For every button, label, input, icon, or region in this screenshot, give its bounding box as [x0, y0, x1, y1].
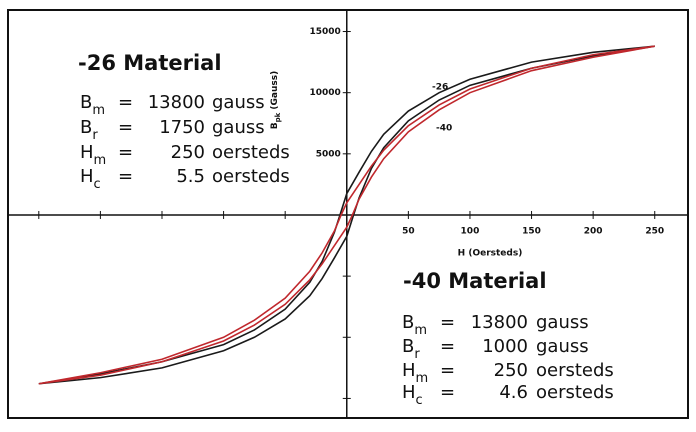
material-title: -26 Material: [78, 51, 222, 75]
symbol-subscript: m: [414, 323, 427, 338]
equals: =: [440, 312, 455, 333]
property-value: 1750: [159, 117, 205, 138]
property-unit: gauss: [536, 312, 589, 333]
property-unit: oersteds: [212, 166, 290, 187]
symbol: B: [402, 336, 414, 357]
property-value: 13800: [471, 312, 528, 333]
property-symbol: Br: [80, 117, 98, 143]
y-axis-label-part: (Gauss): [270, 71, 280, 113]
y-axis-label-part: pk: [274, 112, 282, 122]
property-unit: oersteds: [536, 382, 614, 403]
equals: =: [118, 142, 133, 163]
property-symbol: Hm: [402, 360, 428, 386]
equals: =: [440, 360, 455, 381]
y-tick-label: 15000: [309, 27, 340, 37]
property-value: 4.6: [499, 382, 528, 403]
symbol: H: [402, 382, 416, 403]
property-unit: oersteds: [536, 360, 614, 381]
x-tick-label: 100: [461, 226, 480, 236]
material-title: -40 Material: [403, 269, 547, 293]
curve-label: -26: [432, 83, 448, 93]
symbol: H: [80, 142, 94, 163]
symbol: H: [402, 360, 416, 381]
property-symbol: Hc: [80, 166, 101, 192]
property-value: 5.5: [176, 166, 205, 187]
symbol-subscript: m: [94, 153, 107, 168]
equals: =: [440, 382, 455, 403]
equals: =: [440, 336, 455, 357]
property-value: 1000: [482, 336, 528, 357]
y-tick-label: 10000: [309, 88, 340, 98]
curve-label: -40: [436, 124, 452, 134]
property-symbol: Br: [402, 336, 420, 362]
property-unit: gauss: [212, 117, 265, 138]
property-unit: gauss: [536, 336, 589, 357]
symbol: B: [80, 117, 92, 138]
symbol-subscript: m: [92, 103, 105, 118]
symbol: B: [402, 312, 414, 333]
symbol: B: [80, 92, 92, 113]
x-tick-label: 250: [645, 226, 664, 236]
symbol-subscript: c: [416, 393, 423, 408]
x-tick-label: 50: [402, 226, 415, 236]
symbol-subscript: r: [414, 347, 420, 362]
x-tick-label: 150: [522, 226, 541, 236]
property-value: 250: [494, 360, 528, 381]
hysteresis-loop: [38, 45, 655, 385]
symbol-subscript: c: [94, 177, 101, 192]
property-symbol: Hm: [80, 142, 106, 168]
x-axis-label: H (Oersteds): [458, 249, 523, 259]
symbol-subscript: m: [416, 371, 429, 386]
property-symbol: Bm: [80, 92, 105, 118]
property-symbol: Bm: [402, 312, 427, 338]
property-symbol: Hc: [402, 382, 423, 408]
equals: =: [118, 117, 133, 138]
y-axis-label: Bpk (Gauss): [270, 71, 283, 130]
y-tick-label: 5000: [316, 149, 341, 159]
property-unit: gauss: [212, 92, 265, 113]
x-tick-label: 200: [584, 226, 603, 236]
symbol: H: [80, 166, 94, 187]
equals: =: [118, 92, 133, 113]
symbol-subscript: r: [92, 128, 98, 143]
property-value: 250: [171, 142, 205, 163]
y-axis-label-part: B: [270, 122, 280, 129]
frame: [7, 9, 689, 419]
property-value: 13800: [148, 92, 205, 113]
equals: =: [118, 166, 133, 187]
property-unit: oersteds: [212, 142, 290, 163]
